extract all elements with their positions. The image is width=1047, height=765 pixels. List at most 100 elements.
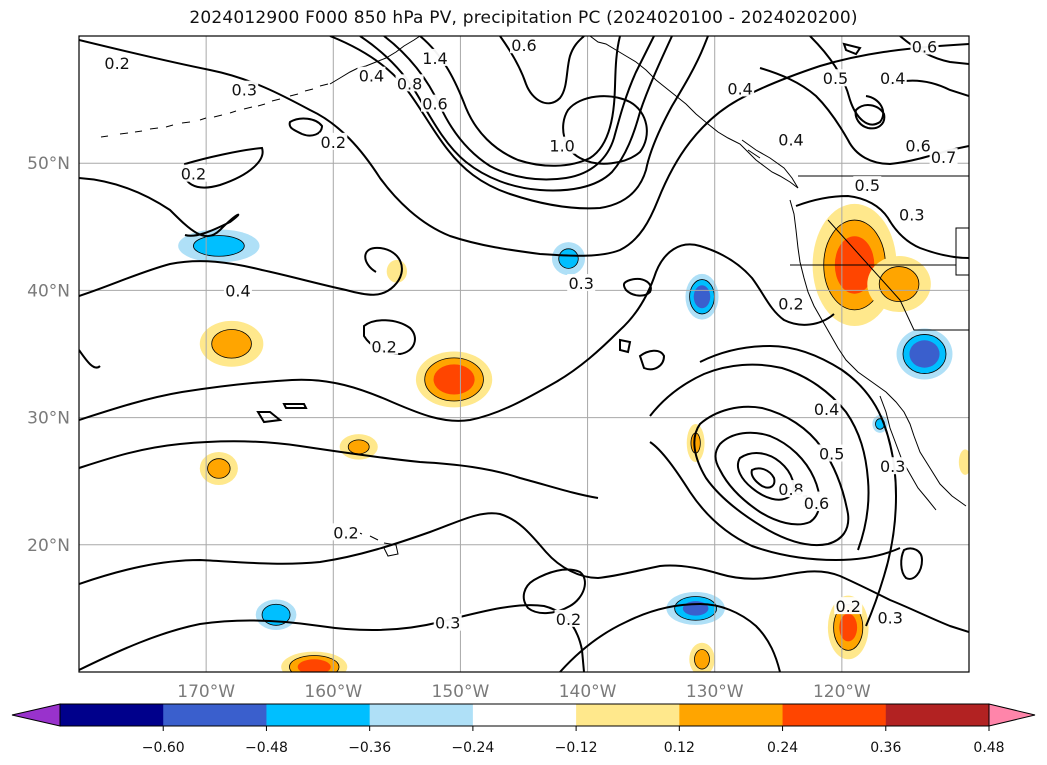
contour-label-bg (812, 399, 841, 417)
latitude-label: 30°N (27, 409, 70, 429)
pv-contour (795, 194, 969, 259)
precip-level (193, 235, 245, 257)
us-west-coast (789, 199, 915, 437)
contour-label-bg (332, 523, 360, 541)
contour-label-bg (179, 164, 208, 182)
contour-label: 0.3 (877, 609, 902, 628)
contour-label: 0.3 (880, 457, 905, 476)
pv-contour (759, 67, 969, 166)
pv-contour (499, 36, 585, 105)
pv-contour (750, 467, 776, 489)
colorbar: −0.60 −0.48 −0.36 −0.24 −0.12 0.12 0.24 0.36 0.4… (11, 703, 1036, 756)
pv-contour (559, 602, 781, 672)
map-area: 0.20.30.20.4 0.80.61.40.21.00.60.40.40.5 0… (79, 36, 969, 672)
pv-contour (619, 338, 666, 371)
contour-label-bg (897, 205, 926, 223)
colorbar-segment (369, 704, 474, 726)
longitude-label: 130°W (686, 682, 744, 702)
contour-label: 0.3 (568, 274, 593, 293)
precip-anomaly (685, 273, 719, 320)
contour-label: 0.4 (359, 67, 384, 86)
pv-contour (79, 39, 969, 257)
pv-contour (288, 117, 324, 137)
contour-label-bg (230, 80, 259, 98)
precip-anomaly (199, 320, 264, 367)
alaska-coast (329, 36, 421, 85)
precip-anomaly (199, 451, 238, 486)
precip-level (386, 259, 408, 283)
colorbar-tick-label: −0.60 (142, 740, 185, 756)
vancouver-island (741, 139, 799, 189)
contour-label: 0.4 (814, 400, 839, 419)
pv-contour (649, 363, 870, 551)
aleutian-islands (100, 83, 329, 138)
precip-anomaly (958, 449, 969, 475)
contour-label-bg (802, 494, 831, 512)
contour-label: 0.3 (899, 205, 924, 224)
colorbar-segment (60, 704, 164, 726)
contour-label-bg (853, 176, 882, 194)
precip-anomaly (415, 351, 493, 408)
contour-label-bg (357, 66, 386, 84)
pv-contour (714, 431, 821, 526)
contour-label-bg (395, 74, 424, 92)
precip-level (211, 329, 252, 359)
contour-label: 0.6 (905, 137, 930, 156)
contour-label-bg (834, 597, 863, 615)
pv-contour (693, 405, 850, 546)
contour-labels: 0.20.30.20.4 0.80.61.40.21.00.60.40.40.5 0… (103, 36, 958, 633)
precip-anomaly (896, 328, 953, 380)
contour-label: 0.6 (422, 95, 447, 114)
longitude-label: 120°W (813, 682, 871, 702)
latitude-label: 50°N (27, 154, 70, 174)
contour-label-bg (876, 608, 905, 626)
colorbar-segment (782, 704, 887, 726)
contour-label-bg (548, 136, 577, 154)
pv-contour (809, 36, 885, 126)
precip-level (347, 439, 370, 455)
contour-label: 0.3 (232, 81, 257, 100)
precip-anomaly (551, 242, 586, 276)
pv-contour (842, 42, 862, 56)
pv-contour (622, 278, 652, 297)
colorbar-tick-label: −0.12 (555, 740, 598, 756)
contour-label: 1.4 (422, 49, 447, 68)
contour-label-bg (567, 274, 596, 292)
colorbar-extend-min (11, 703, 61, 727)
colorbar-segment (576, 704, 680, 726)
contour-label: 0.2 (778, 294, 803, 313)
colorbar-segment (885, 704, 990, 726)
precip-level (694, 649, 710, 670)
pv-contour (79, 604, 585, 672)
contour-label-bg (554, 609, 583, 627)
contour-label: 0.2 (835, 597, 860, 616)
precip-level (433, 364, 475, 395)
colorbar-tick-label: 0.36 (870, 740, 901, 756)
pv-contour (79, 177, 240, 237)
contour-label: 0.2 (371, 338, 396, 357)
pv-contour (256, 403, 308, 424)
precip-anomaly (689, 642, 715, 672)
contour-label: 1.0 (549, 137, 574, 156)
contour-label-bg (370, 337, 399, 355)
contour-label-bg (777, 130, 805, 148)
longitude-label: 160°W (304, 682, 362, 702)
contour-label: 0.4 (778, 130, 803, 149)
precip-level (909, 340, 940, 368)
contour-label-bg (821, 69, 850, 87)
precip-anomaly (178, 229, 260, 263)
pv-contour (649, 441, 901, 562)
contour-label: 0.5 (819, 444, 844, 463)
colorbar-tick-label: −0.24 (451, 740, 494, 756)
contour-label-bg (929, 148, 958, 166)
page-title: 2024012900 F000 850 hPa PV, precipitatio… (189, 8, 858, 28)
precip-level (693, 285, 711, 309)
contour-label-bg (433, 613, 462, 631)
contour-label: 0.2 (333, 523, 358, 542)
colorbar-segment (266, 704, 371, 726)
contour-label-bg (319, 132, 348, 150)
latitude-label: 20°N (27, 536, 70, 556)
contour-label-bg (726, 79, 755, 97)
pv-contour (699, 344, 898, 627)
contour-label: 0.5 (855, 176, 880, 195)
